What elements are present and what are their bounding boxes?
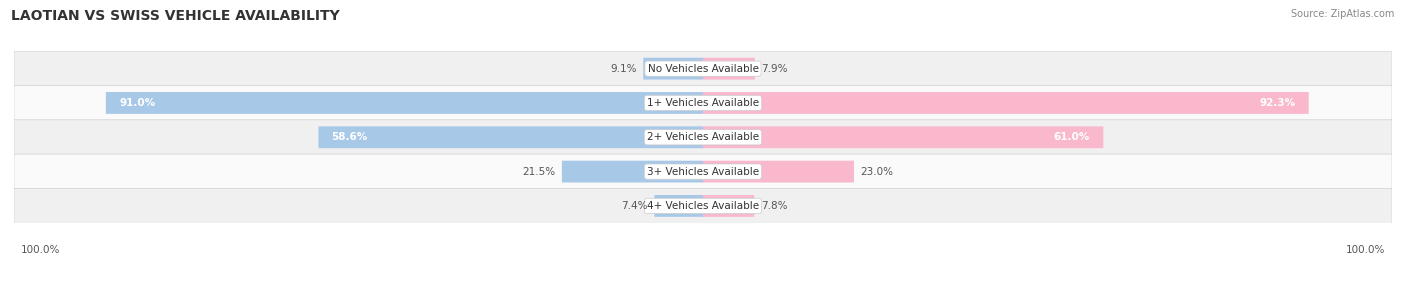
Text: 7.8%: 7.8%	[761, 201, 787, 211]
Text: 7.4%: 7.4%	[621, 201, 648, 211]
Text: 4+ Vehicles Available: 4+ Vehicles Available	[647, 201, 759, 211]
FancyBboxPatch shape	[703, 195, 754, 217]
Text: 100.0%: 100.0%	[21, 245, 60, 255]
FancyBboxPatch shape	[14, 86, 1392, 120]
Text: LAOTIAN VS SWISS VEHICLE AVAILABILITY: LAOTIAN VS SWISS VEHICLE AVAILABILITY	[11, 9, 340, 23]
FancyBboxPatch shape	[14, 188, 1392, 223]
Text: 9.1%: 9.1%	[610, 64, 637, 74]
FancyBboxPatch shape	[562, 161, 703, 182]
FancyBboxPatch shape	[703, 92, 1309, 114]
Text: No Vehicles Available: No Vehicles Available	[648, 64, 758, 74]
Text: 21.5%: 21.5%	[522, 167, 555, 176]
FancyBboxPatch shape	[654, 195, 703, 217]
Text: 92.3%: 92.3%	[1260, 98, 1295, 108]
FancyBboxPatch shape	[105, 92, 703, 114]
FancyBboxPatch shape	[14, 51, 1392, 86]
Text: 58.6%: 58.6%	[332, 132, 368, 142]
Text: 61.0%: 61.0%	[1054, 132, 1090, 142]
Text: 3+ Vehicles Available: 3+ Vehicles Available	[647, 167, 759, 176]
Text: 91.0%: 91.0%	[120, 98, 155, 108]
FancyBboxPatch shape	[643, 58, 703, 80]
Text: 2+ Vehicles Available: 2+ Vehicles Available	[647, 132, 759, 142]
Text: 1+ Vehicles Available: 1+ Vehicles Available	[647, 98, 759, 108]
Text: 100.0%: 100.0%	[1346, 245, 1385, 255]
Text: 7.9%: 7.9%	[762, 64, 787, 74]
FancyBboxPatch shape	[703, 161, 853, 182]
FancyBboxPatch shape	[318, 126, 703, 148]
FancyBboxPatch shape	[14, 154, 1392, 189]
FancyBboxPatch shape	[14, 120, 1392, 155]
Text: 23.0%: 23.0%	[860, 167, 893, 176]
Text: Source: ZipAtlas.com: Source: ZipAtlas.com	[1291, 9, 1395, 19]
FancyBboxPatch shape	[703, 58, 755, 80]
FancyBboxPatch shape	[703, 126, 1104, 148]
